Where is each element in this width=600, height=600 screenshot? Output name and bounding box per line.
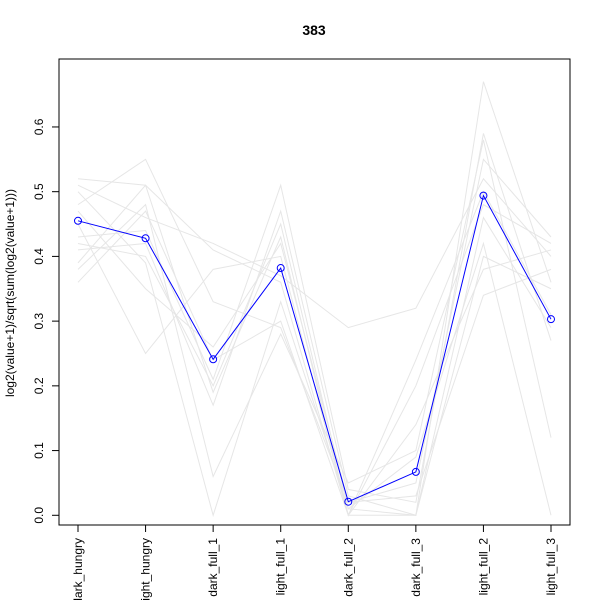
background-series-line-4 [77, 191, 552, 518]
x-tick-label-dark_full_3: dark_full_3 [409, 538, 423, 597]
y-tick-label: 0.6 [32, 118, 46, 135]
y-tick-label: 0.4 [32, 248, 46, 265]
background-series-line-11 [77, 184, 552, 517]
y-tick-label: 0.3 [32, 312, 46, 329]
x-tick-label-light_full_3: light_full_3 [544, 538, 558, 596]
x-tick-label-dark_full_2: dark_full_2 [341, 538, 355, 597]
x-tick-label-light_full_2: light_full_2 [476, 538, 490, 596]
y-tick-label: 0.5 [32, 183, 46, 200]
y-tick-label: 0.2 [32, 377, 46, 394]
data-point-light_full_2 [479, 191, 488, 200]
data-point-light_hungry [141, 234, 150, 243]
x-tick-label-light_full_1: light_full_1 [274, 538, 288, 596]
y-axis: 0.0 0.1 0.2 0.3 0.4 0.5 0.6 [32, 118, 59, 524]
data-point-dark_full_3 [411, 467, 420, 476]
data-point-light_full_1 [276, 264, 285, 273]
y-axis-label: log2(value+1)/sqrt(sum(log2(value+1))) [3, 189, 17, 397]
highlighted-series [74, 191, 555, 506]
data-point-dark_full_1 [209, 355, 218, 364]
background-series-lines [77, 81, 552, 518]
background-series-line-1 [77, 81, 552, 516]
x-tick-label-dark_hungry: dark_hungry [71, 538, 85, 600]
background-series-line-7 [77, 209, 552, 516]
x-tick-label-light_hungry: light_hungry [139, 538, 153, 600]
y-tick-label: 0.0 [32, 507, 46, 524]
chart-title: 383 [302, 22, 326, 38]
background-series-line-9 [77, 139, 552, 484]
background-series-line-3 [77, 133, 552, 503]
highlighted-series-line [77, 194, 552, 503]
background-series-line-10 [77, 210, 552, 503]
y-tick-label: 0.1 [32, 442, 46, 459]
plot-frame [58, 58, 571, 526]
background-series-line-6 [77, 177, 552, 329]
x-axis: dark_hungry light_hungry dark_full_1 light_… [71, 525, 558, 600]
data-point-dark_hungry [74, 216, 82, 225]
data-point-light_full_3 [547, 315, 555, 324]
background-series-line-2 [77, 158, 552, 503]
background-series-line-12 [77, 222, 552, 516]
data-point-dark_full_2 [344, 497, 353, 506]
background-series-line-5 [77, 210, 552, 517]
x-tick-label-dark_full_1: dark_full_1 [206, 538, 220, 597]
